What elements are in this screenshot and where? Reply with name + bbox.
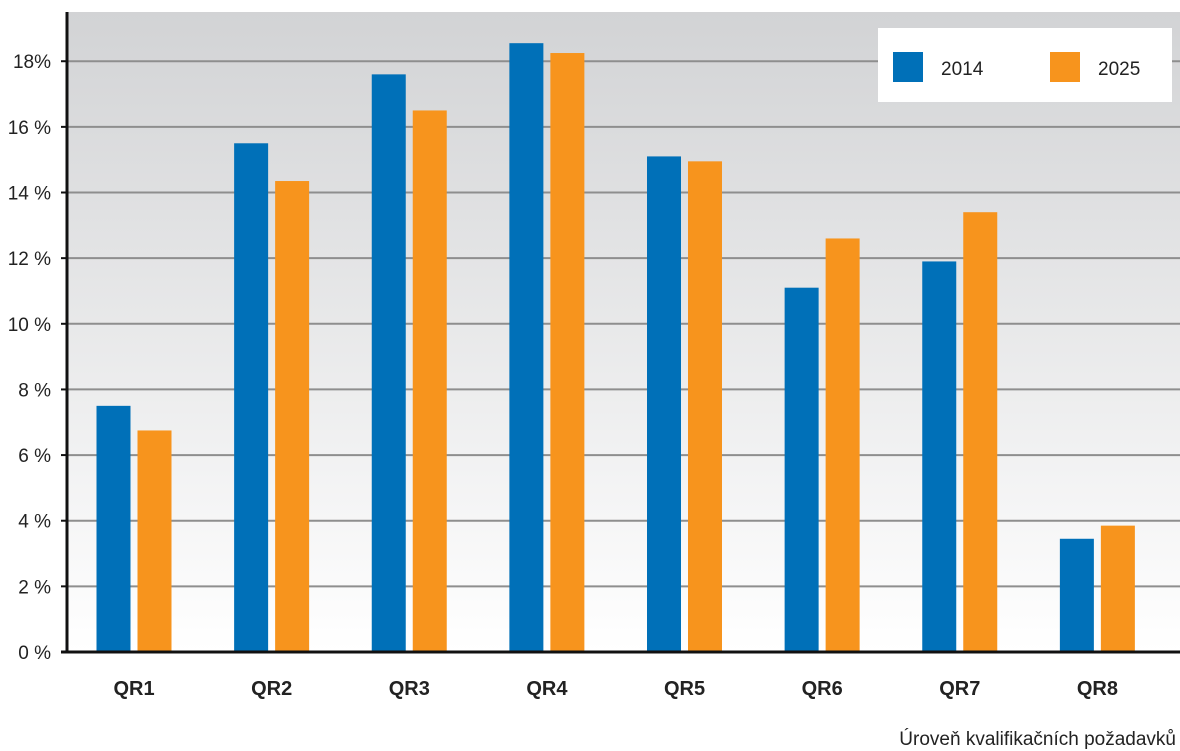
- y-tick-label: 8 %: [18, 380, 51, 401]
- x-tick-label: QR6: [802, 678, 843, 700]
- bar-qr2-2014: [234, 143, 269, 653]
- y-tick-label: 14 %: [8, 184, 51, 205]
- x-tick-label: QR8: [1077, 678, 1118, 700]
- bars: [96, 43, 1135, 653]
- bar-qr3-2025: [412, 110, 447, 652]
- bar-qr5-2025: [688, 161, 722, 653]
- x-tick-label: QR4: [526, 678, 568, 700]
- x-tick-label: QR7: [939, 678, 980, 700]
- bar-qr8-2014: [1059, 538, 1094, 652]
- bar-qr3-2014: [371, 74, 406, 653]
- x-tick-label: QR3: [389, 678, 430, 700]
- y-tick-label: 2 %: [18, 577, 51, 598]
- legend-swatch-2025: [1050, 52, 1080, 82]
- y-tick-label: 6 %: [18, 446, 51, 467]
- y-tick-label: 18%: [13, 52, 51, 73]
- legend-box: [878, 28, 1172, 102]
- bar-qr6-2025: [825, 238, 860, 652]
- y-tick-label: 10 %: [8, 315, 51, 336]
- legend: 2014 2025: [878, 28, 1172, 102]
- y-tick-label: 16 %: [8, 118, 51, 139]
- x-axis-title: Úroveň kvalifikačních požadavků: [899, 728, 1176, 750]
- bar-qr2-2025: [275, 181, 310, 652]
- legend-label-2014: 2014: [941, 59, 984, 80]
- bar-qr7-2014: [922, 261, 957, 652]
- bar-qr4-2025: [550, 53, 585, 653]
- bar-qr7-2025: [963, 212, 998, 652]
- legend-swatch-2014: [893, 52, 923, 82]
- axes: 0 % 2 % 4 % 6 % 8 % 10 % 12 % 14 % 16 % 18% QR1 QR2…: [8, 12, 1180, 700]
- y-tick-label: 4 %: [18, 512, 51, 533]
- bar-qr6-2014: [784, 287, 819, 652]
- legend-label-2025: 2025: [1098, 59, 1140, 80]
- bar-qr1-2014: [96, 405, 131, 652]
- x-tick-label: QR1: [113, 678, 154, 700]
- bar-qr5-2014: [647, 156, 681, 652]
- y-tick-label: 12 %: [8, 249, 51, 270]
- bar-qr4-2014: [509, 43, 544, 652]
- y-tick-label: 0 %: [18, 643, 51, 664]
- x-tick-label: QR2: [251, 678, 292, 700]
- plot-background: [67, 12, 1180, 652]
- bar-qr8-2025: [1100, 525, 1135, 652]
- x-tick-label: QR5: [664, 678, 705, 700]
- bar-qr1-2025: [137, 430, 172, 652]
